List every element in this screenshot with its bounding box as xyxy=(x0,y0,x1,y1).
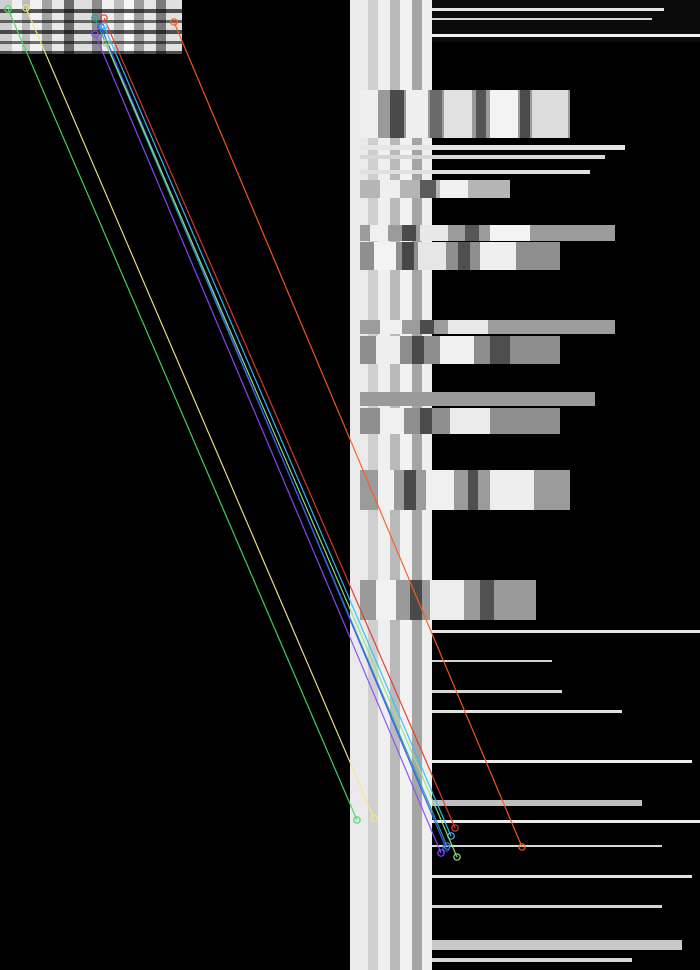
match-endpoint-left xyxy=(22,4,30,12)
match-endpoint-right xyxy=(451,824,459,832)
match-endpoint-right xyxy=(518,843,526,851)
match-line-path xyxy=(105,42,458,858)
right-image-panel xyxy=(350,0,700,970)
match-line-path xyxy=(25,7,375,819)
match-line-path xyxy=(103,25,452,837)
right-image-content xyxy=(360,0,700,962)
match-endpoint-left xyxy=(102,39,110,47)
match-endpoint-right xyxy=(442,844,450,852)
match-line-path xyxy=(103,17,456,829)
match-lines xyxy=(4,4,526,861)
match-endpoint-left xyxy=(91,30,99,38)
match-line xyxy=(22,4,378,822)
match-endpoint-left xyxy=(91,14,99,22)
match-line xyxy=(102,39,461,861)
match-endpoint-left xyxy=(4,5,12,13)
match-line-path xyxy=(7,8,358,821)
match-endpoint-left xyxy=(100,22,108,30)
match-endpoint-right xyxy=(437,849,445,857)
match-line xyxy=(91,30,445,857)
match-endpoint-right xyxy=(370,814,378,822)
match-line xyxy=(100,14,459,832)
match-line-path xyxy=(94,33,442,854)
match-line xyxy=(170,18,526,851)
match-endpoint-left xyxy=(170,18,178,26)
match-line xyxy=(4,5,361,824)
match-line-path xyxy=(173,21,523,848)
match-endpoint-right xyxy=(453,853,461,861)
left-image-stripes xyxy=(0,0,182,54)
match-endpoint-left xyxy=(100,14,108,22)
left-image-panel xyxy=(0,0,182,54)
match-endpoint-right xyxy=(353,816,361,824)
